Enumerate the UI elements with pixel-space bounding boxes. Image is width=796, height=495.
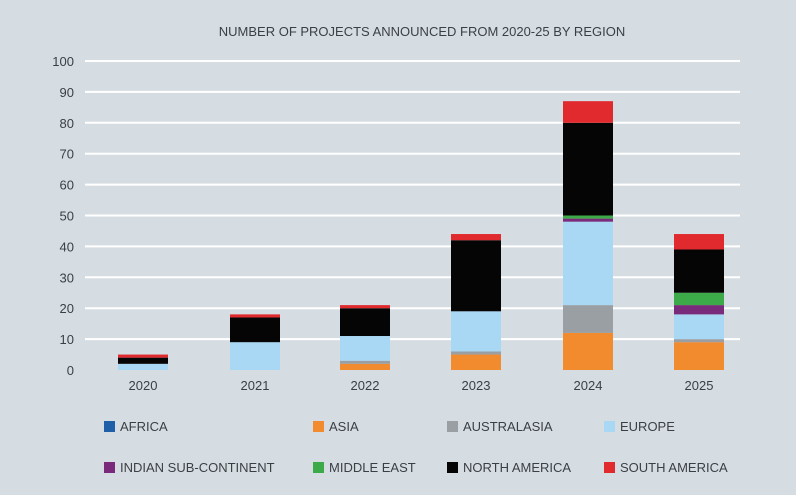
bar-segment [451,354,501,370]
bar-segment [340,336,390,361]
x-axis-ticks: 2020 2021 2022 2023 2024 2025 [129,378,714,393]
bar-segment [118,363,168,370]
bar-segment [340,363,390,370]
y-tick-label: 0 [67,363,74,378]
bar-segment [674,305,724,315]
y-tick-label: 90 [60,85,74,100]
bar-segment [563,305,613,333]
bar-segment [340,308,390,337]
y-tick-label: 60 [60,178,74,193]
bar-segment [563,218,613,222]
y-tick-label: 80 [60,116,74,131]
y-tick-label: 70 [60,147,74,162]
bar-segment [451,311,501,352]
y-tick-label: 100 [52,54,74,69]
legend: AFRICA ASIA AUSTRALASIA EUROPE INDIAN SUB-CO… [104,419,728,475]
grid-lines [85,60,740,341]
bar-segment [563,215,613,219]
x-tick-label: 2025 [685,378,714,393]
chart-title: NUMBER OF PROJECTS ANNOUNCED FROM 2020-2… [219,24,625,39]
bar-segment [451,351,501,355]
y-tick-label: 10 [60,332,74,347]
bar-segment [451,240,501,312]
bar-segment [451,234,501,241]
x-tick-label: 2022 [351,378,380,393]
y-tick-label: 20 [60,301,74,316]
bar-segment [674,342,724,370]
y-axis-ticks: 0 10 20 30 40 50 60 70 80 90 100 [52,54,74,378]
legend-swatch [604,462,615,473]
bar-segment [563,221,613,306]
y-tick-label: 50 [60,209,74,224]
bar-segment [230,314,280,318]
legend-label: EUROPE [620,419,675,434]
x-tick-label: 2024 [574,378,603,393]
bar-segment [118,357,168,364]
bar-segment [230,317,280,343]
y-tick-label: 40 [60,239,74,254]
legend-label: ASIA [329,419,359,434]
bar-segment [674,339,724,343]
bar-segment [674,234,724,250]
legend-swatch [447,462,458,473]
bar-segment [674,314,724,340]
bars [118,101,724,370]
bar-segment [340,360,390,364]
x-tick-label: 2023 [462,378,491,393]
legend-swatch [104,462,115,473]
legend-label: AUSTRALASIA [463,419,553,434]
x-tick-label: 2021 [241,378,270,393]
legend-swatch [313,421,324,432]
bar-segment [563,122,613,216]
bar-segment [563,332,613,370]
legend-label: NORTH AMERICA [463,460,571,475]
legend-label: MIDDLE EAST [329,460,416,475]
legend-swatch [104,421,115,432]
legend-label: SOUTH AMERICA [620,460,728,475]
bar-segment [118,354,168,358]
bar-segment [340,305,390,309]
legend-swatch [313,462,324,473]
bar-segment [563,101,613,123]
legend-label: AFRICA [120,419,168,434]
bar-segment [674,292,724,306]
y-tick-label: 30 [60,270,74,285]
legend-swatch [447,421,458,432]
bar-segment [230,342,280,370]
legend-label: INDIAN SUB-CONTINENT [120,460,275,475]
legend-swatch [604,421,615,432]
x-tick-label: 2020 [129,378,158,393]
bar-segment [674,249,724,293]
